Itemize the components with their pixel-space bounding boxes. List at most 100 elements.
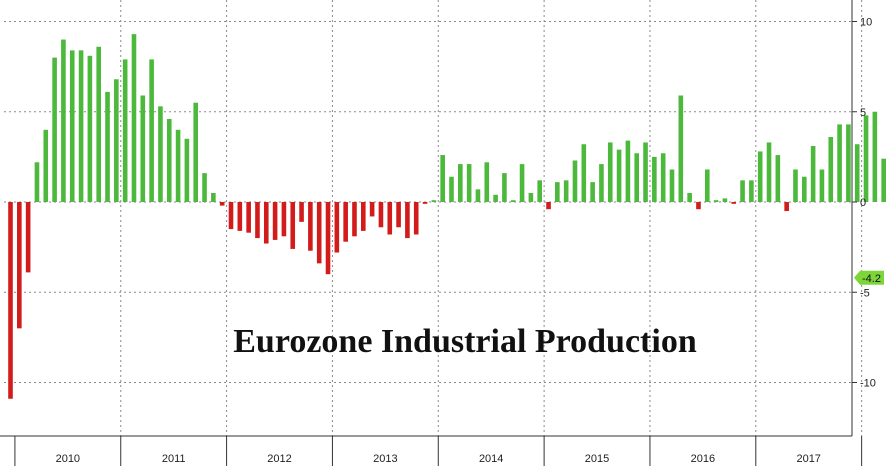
bar (740, 180, 745, 202)
bar (643, 142, 648, 202)
bar (696, 202, 701, 210)
bar (458, 164, 463, 202)
x-tick-label: 2011 (162, 453, 186, 465)
bar (96, 46, 101, 202)
bar (69, 50, 75, 202)
bar (687, 192, 692, 202)
bar (122, 59, 128, 202)
bar (308, 202, 313, 251)
bar (713, 200, 719, 202)
x-tick-label: 2015 (585, 453, 609, 465)
bar (669, 169, 675, 202)
bar (25, 202, 31, 273)
bar (863, 115, 869, 202)
bar (175, 129, 181, 202)
bar (749, 180, 754, 202)
bar (228, 202, 234, 230)
bar (281, 202, 287, 237)
bar (246, 202, 251, 233)
bar (131, 34, 137, 202)
bar (352, 202, 357, 237)
bar (590, 182, 595, 202)
bar (105, 91, 110, 202)
bar (34, 162, 40, 202)
bar (793, 169, 798, 202)
bar (493, 194, 498, 202)
bar (872, 111, 878, 202)
bar (599, 164, 604, 202)
bar (43, 129, 49, 202)
bar (140, 95, 146, 202)
bar (572, 160, 578, 203)
bar (166, 118, 172, 202)
bar (731, 202, 737, 204)
x-axis: 201020112012201320142015201620172018 (0, 435, 863, 466)
bar (396, 202, 401, 228)
bar (766, 142, 772, 202)
y-tick-label: 0 (860, 197, 866, 209)
y-tick-label: -5 (860, 287, 870, 299)
bar (537, 180, 542, 202)
bar (854, 144, 860, 202)
bar (881, 158, 886, 202)
x-tick-label: 2016 (691, 453, 715, 465)
bar (837, 124, 842, 202)
bar (475, 189, 481, 202)
bar (819, 169, 825, 202)
bar (211, 192, 216, 202)
bar (219, 202, 225, 206)
bar (61, 39, 66, 202)
bar (555, 182, 560, 202)
x-tick-label: 2013 (373, 453, 397, 465)
bar (387, 202, 393, 235)
x-tick-label: 2014 (479, 453, 503, 465)
bar (78, 50, 84, 202)
bars-layer (8, 34, 886, 399)
last-value-marker: -4.2 (854, 270, 884, 285)
bar (625, 140, 631, 202)
y-tick-label: 5 (860, 107, 866, 119)
bar (202, 173, 207, 202)
bar (449, 176, 454, 202)
bar (810, 146, 816, 202)
bar (52, 57, 57, 202)
chart-title: Eurozone Industrial Production (233, 323, 697, 360)
bar (757, 151, 763, 202)
bar (634, 153, 640, 202)
bar (660, 153, 666, 202)
bar (149, 59, 154, 202)
bar (784, 202, 789, 212)
bar (440, 155, 445, 202)
bar (184, 138, 190, 202)
bar (519, 164, 525, 202)
bar (802, 176, 807, 202)
bar (325, 202, 331, 275)
bar (466, 164, 472, 202)
bar (678, 95, 684, 202)
bar (652, 156, 657, 203)
y-tick-label: 10 (860, 17, 872, 29)
bar (334, 202, 340, 253)
x-tick-label: 2010 (56, 453, 80, 465)
bar (828, 137, 834, 202)
bar (563, 180, 569, 202)
bar (502, 173, 507, 202)
bar (369, 202, 375, 217)
bar (413, 202, 419, 235)
bar (255, 202, 260, 239)
bar (528, 192, 534, 202)
bar (484, 162, 490, 202)
bar (704, 169, 710, 202)
bar (8, 202, 13, 399)
bar (193, 102, 199, 202)
bar (87, 55, 93, 202)
grid-layer (4, 0, 863, 436)
bar (607, 142, 613, 202)
bar (616, 149, 622, 202)
bar (546, 202, 551, 210)
last-value-box (854, 270, 884, 285)
bar (510, 200, 516, 202)
bar (378, 202, 384, 228)
bar (316, 202, 322, 264)
